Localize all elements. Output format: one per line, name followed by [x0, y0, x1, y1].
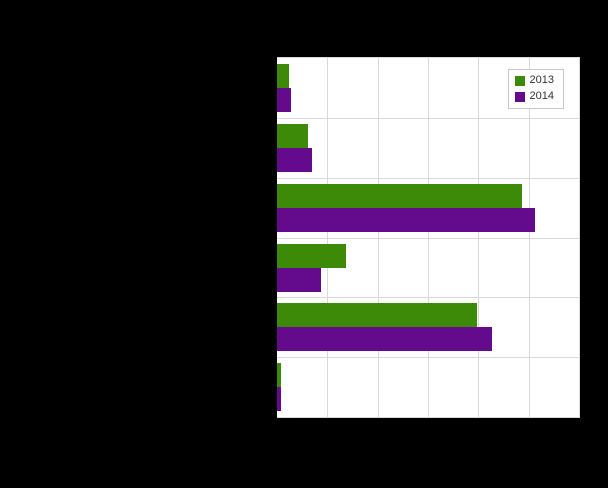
x-gridline: [428, 58, 429, 417]
category-gridline: [277, 297, 579, 298]
category-gridline: [277, 178, 579, 179]
bar-2014-row5: [277, 327, 493, 351]
category-gridline: [277, 357, 579, 358]
legend-swatch-2013-icon: [514, 75, 525, 86]
bar-2014-row2: [277, 148, 313, 172]
bar-2013-row1: [277, 64, 290, 88]
legend-item-2014: 2014: [514, 90, 554, 103]
category-gridline: [277, 238, 579, 239]
category-gridline: [277, 118, 579, 119]
x-gridline: [377, 58, 379, 417]
bar-2014-row6: [277, 387, 282, 411]
bar-2013-row5: [277, 303, 477, 327]
bar-2013-row4: [277, 244, 347, 268]
legend-swatch-2014-icon: [514, 91, 525, 102]
x-gridline: [327, 58, 329, 417]
bar-2013-row2: [277, 124, 309, 148]
bar-2013-row6: [277, 363, 282, 387]
x-gridline: [478, 58, 480, 417]
x-gridline: [528, 58, 530, 417]
legend-label-2013: 2013: [529, 74, 554, 86]
legend-label-2014: 2014: [529, 90, 554, 102]
bar-2013-row3: [277, 184, 523, 208]
plot-area: 2013 2014: [277, 57, 580, 418]
legend: 2013 2014: [507, 69, 564, 109]
bar-2014-row1: [277, 88, 292, 112]
bar-2014-row3: [277, 208, 536, 232]
bar-2014-row4: [277, 268, 321, 292]
legend-item-2013: 2013: [514, 74, 554, 87]
